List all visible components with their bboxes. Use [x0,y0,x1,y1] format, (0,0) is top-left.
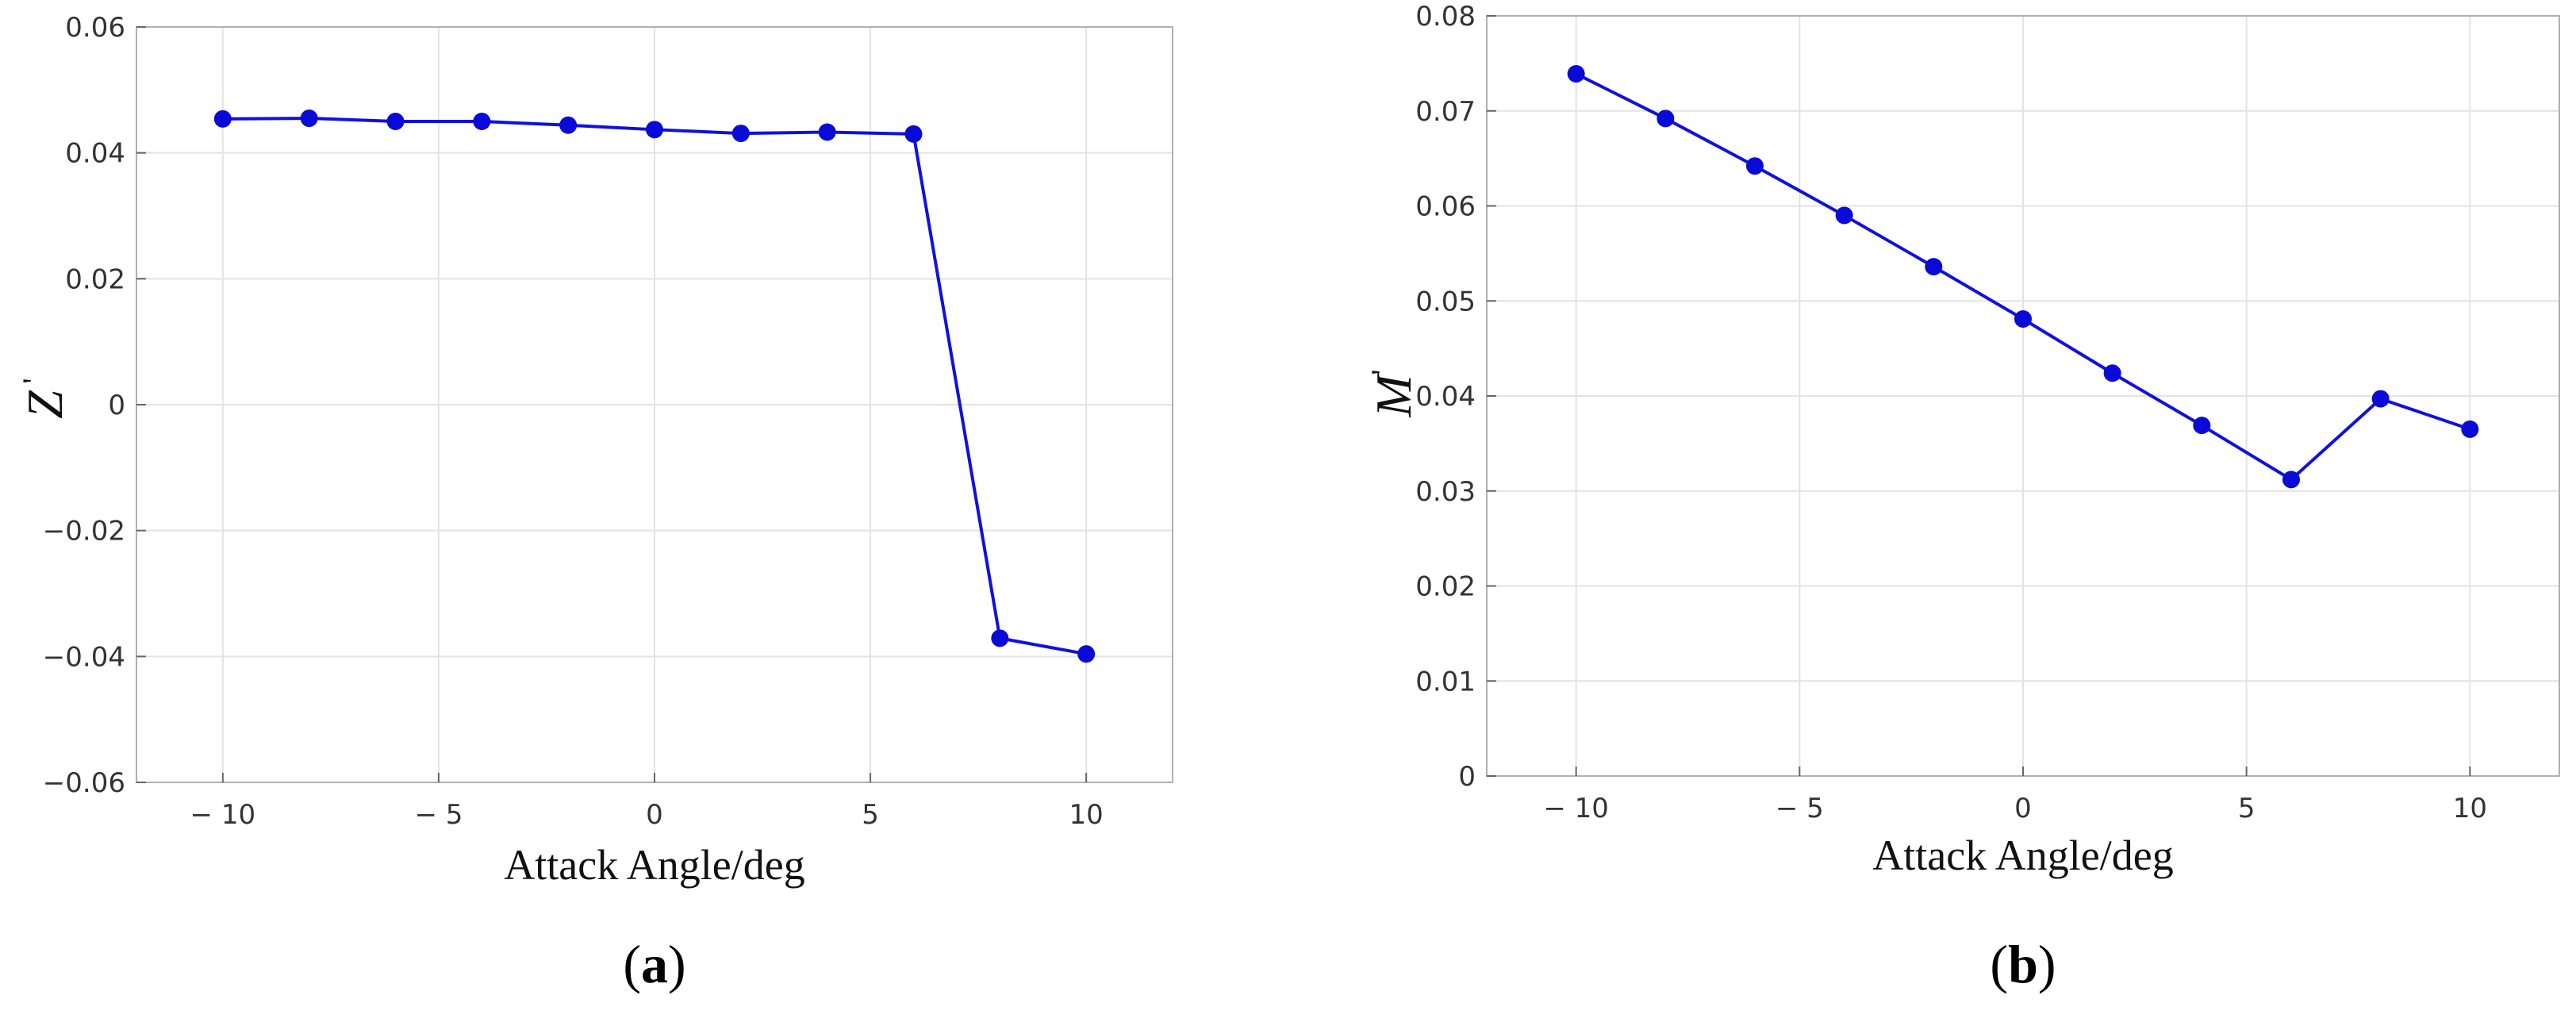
chart-a-panel-label: (a) [623,934,685,994]
chart-a-data-point-2 [386,113,405,130]
chart-a-y-tick-label-6: 0.06 [65,12,125,44]
chart-b-data-point-9 [2371,390,2390,408]
chart-a-data-point-10 [1077,645,1096,663]
chart-a-data-point-3 [473,113,491,130]
chart-b-x-tick-label-4: 10 [2453,793,2487,824]
chart-b-data-point-0 [1567,65,1585,83]
chart-a-y-tick-label-1: −0.04 [43,641,125,673]
chart-a-data-point-0 [213,110,232,128]
chart-b-x-tick-label-1: − 5 [1776,793,1824,824]
chart-a-data-point-4 [559,116,578,134]
chart-b-y-tick-label-4: 0.04 [1415,381,1476,413]
chart-b-x-axis-label: Attack Angle/deg [1872,832,2173,879]
chart-b-y-tick-label-8: 0.08 [1415,1,1476,33]
chart-b-x-tick-label-0: − 10 [1543,793,1609,824]
chart-a-data-point-5 [646,121,663,139]
chart-b-y-tick-label-5: 0.05 [1415,286,1476,317]
chart-b-data-point-1 [1657,110,1675,128]
chart-b-data-point-2 [1746,157,1764,175]
chart-a-y-tick-label-3: 0 [108,390,125,421]
chart-a-y-tick-label-0: −0.06 [43,767,125,799]
chart-a-x-tick-label-4: 10 [1069,799,1104,831]
chart-b-y-axis-label-prime: ' [1365,369,1400,375]
chart-b-y-axis-label: M [1365,372,1422,418]
chart-a-x-tick-label-2: 0 [646,799,663,831]
chart-b-y-tick-label-7: 0.07 [1415,96,1476,128]
chart-b-data-point-4 [1925,258,1943,276]
chart-a-data-point-7 [818,123,836,141]
chart-b-data-point-7 [2193,417,2211,435]
chart-a-data-point-1 [300,110,318,128]
chart-b-y-tick-label-3: 0.03 [1415,476,1476,508]
chart-a-y-tick-label-5: 0.04 [65,138,125,170]
chart-a-data-point-8 [904,125,923,143]
chart-a-y-axis-label: Z [17,390,73,419]
chart-b-y-tick-label-6: 0.06 [1415,191,1476,223]
chart-b-x-tick-label-2: 0 [2014,793,2032,824]
chart-panel-a: − 10 − 5 0 5 10 −0.06 −0.04 −0.02 0 0.02 0.04 0.06 A… [16,12,1173,994]
chart-panel-b: − 10 − 5 0 5 10 0 0.01 0.02 0.03 0.04 0.05 0.06 0.07… [1365,1,2560,994]
chart-a-x-tick-label-0: − 10 [190,799,256,831]
chart-b-y-tick-label-0: 0 [1458,761,1476,793]
chart-a-y-axis-label-prime: ' [16,378,52,383]
chart-b-panel-label: (b) [1990,934,2056,994]
chart-b-data-point-8 [2282,471,2300,489]
chart-a-x-tick-label-3: 5 [862,799,879,831]
chart-a-y-tick-label-2: −0.02 [43,516,125,548]
chart-b-data-point-3 [1835,206,1853,225]
chart-a-data-point-9 [991,629,1009,647]
chart-a-x-tick-label-1: − 5 [414,799,463,831]
chart-b-data-point-10 [2461,420,2479,438]
chart-b-data-point-6 [2103,364,2121,382]
chart-b-y-tick-label-1: 0.01 [1415,666,1476,697]
chart-b-data-point-5 [2014,310,2032,328]
chart-a-x-axis-label: Attack Angle/deg [504,841,804,889]
chart-a-data-point-6 [731,125,750,143]
chart-a-y-tick-label-4: 0.02 [65,263,125,295]
chart-b-y-tick-label-2: 0.02 [1415,571,1476,603]
chart-b-x-tick-label-3: 5 [2238,793,2255,824]
